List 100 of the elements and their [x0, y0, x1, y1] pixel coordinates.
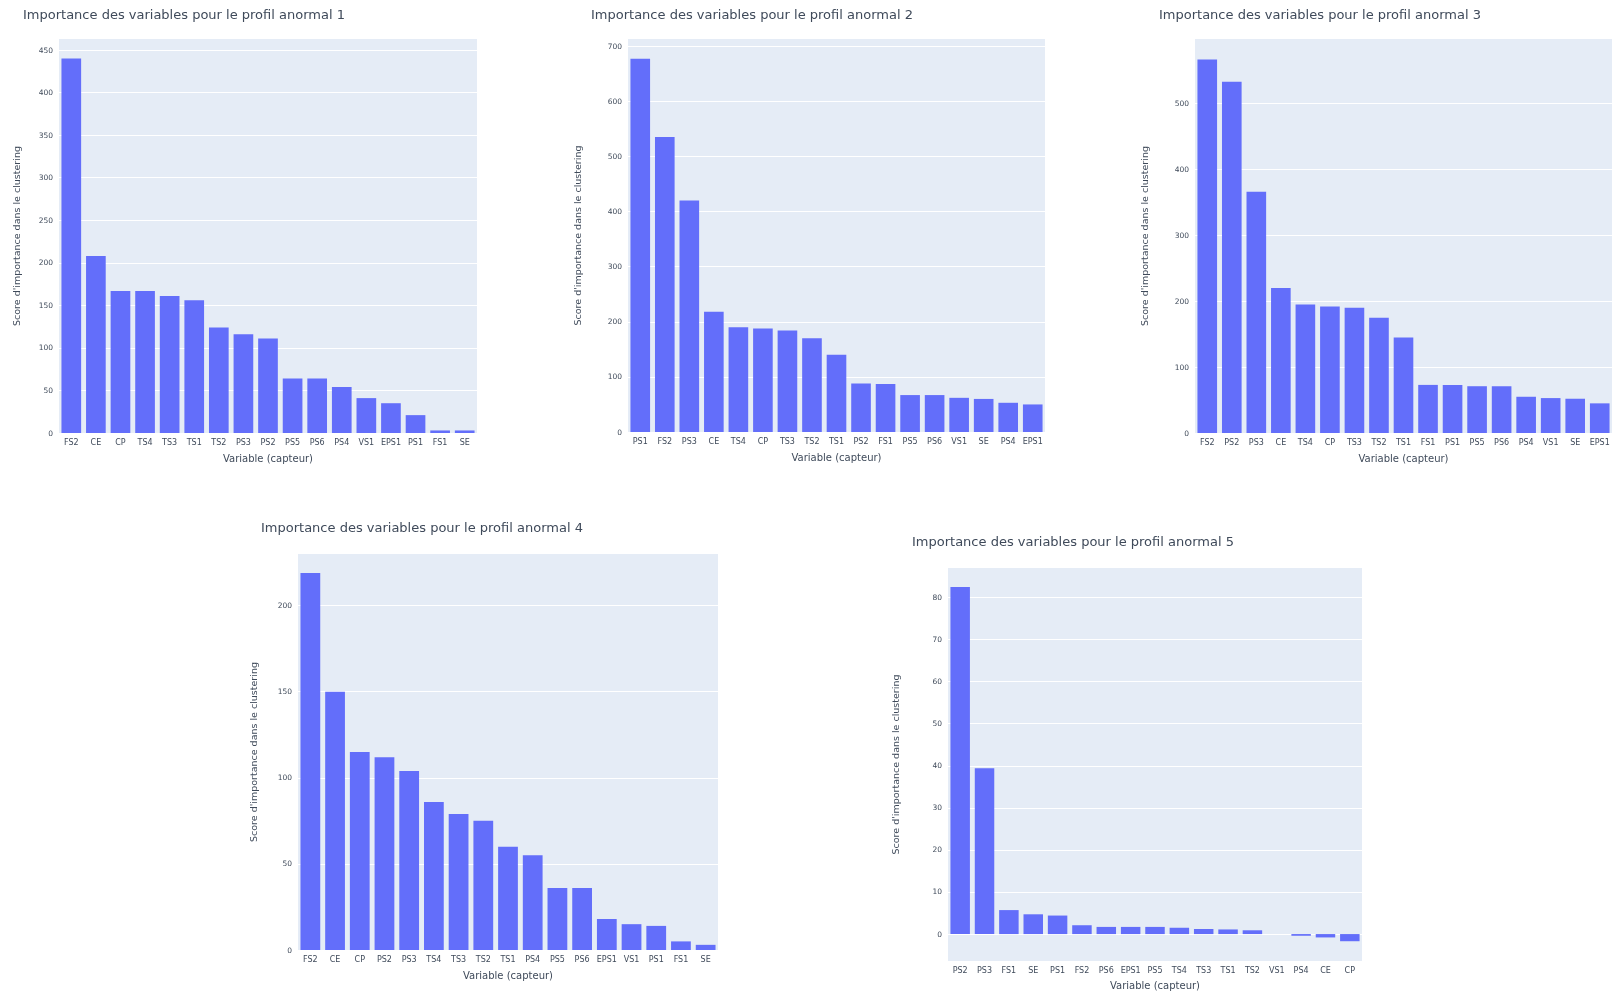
- x-tick-label: PS4: [334, 437, 350, 447]
- bar: [1340, 934, 1360, 942]
- x-tick-label: VS1: [623, 954, 640, 964]
- x-tick-label: TS2: [1370, 437, 1387, 447]
- bar: [999, 910, 1019, 935]
- x-tick-label: CP: [757, 436, 769, 446]
- bar: [802, 338, 822, 432]
- x-tick-label: TS2: [474, 954, 491, 964]
- x-tick-label: TS3: [778, 436, 795, 446]
- x-tick-label: PS3: [235, 437, 251, 447]
- x-tick-label: PS5: [1147, 965, 1163, 975]
- x-tick-label: SE: [978, 436, 989, 446]
- chart-title: Importance des variables pour le profil anormal 1: [23, 7, 345, 22]
- x-tick-label: TS4: [136, 437, 153, 447]
- x-axis-title: Variable (capteur): [1110, 979, 1201, 991]
- x-tick-label: EPS1: [1589, 437, 1610, 447]
- bar: [1589, 403, 1610, 433]
- x-tick-label: TS3: [450, 954, 467, 964]
- bar: [777, 330, 798, 432]
- bar: [973, 398, 994, 432]
- x-tick-label: CE: [1320, 965, 1331, 975]
- bar: [621, 924, 642, 950]
- x-tick-label: VS1: [1268, 965, 1285, 975]
- bar: [1246, 191, 1267, 433]
- x-tick-label: PS3: [1248, 437, 1264, 447]
- bar: [110, 290, 131, 433]
- x-tick-label: PS1: [632, 436, 648, 446]
- x-tick-label: TS1: [1219, 965, 1236, 975]
- chart-title: Importance des variables pour le profil anormal 3: [1159, 7, 1481, 22]
- x-axis-title: Variable (capteur): [791, 451, 882, 463]
- bar: [454, 430, 475, 433]
- x-tick-label: PS4: [1518, 437, 1534, 447]
- x-tick-label: PS3: [977, 965, 993, 975]
- x-tick-label: FS1: [432, 437, 448, 447]
- bar: [61, 58, 82, 433]
- x-tick-label: PS2: [952, 965, 968, 975]
- x-tick-label: PS3: [401, 954, 417, 964]
- x-tick-label: TS1: [827, 436, 845, 446]
- bar: [184, 300, 205, 433]
- chart-title: Importance des variables pour le profil anormal 5: [912, 534, 1234, 549]
- bar: [1320, 306, 1340, 433]
- bar: [1218, 929, 1238, 935]
- bar: [405, 415, 426, 433]
- bar: [826, 354, 847, 432]
- bar: [596, 919, 617, 950]
- x-tick-label: FS2: [303, 954, 318, 964]
- bar: [671, 941, 691, 950]
- x-tick-label: FS2: [63, 437, 79, 447]
- bar: [1467, 386, 1487, 433]
- chart-title: Importance des variables pour le profil anormal 2: [591, 7, 913, 22]
- bar: [1442, 384, 1463, 433]
- chart-title: Importance des variables pour le profil anormal 4: [261, 520, 583, 535]
- x-tick-label: EPS1: [1120, 965, 1141, 975]
- bar: [307, 378, 328, 433]
- bar: [998, 402, 1019, 432]
- x-tick-label: FS2: [657, 436, 673, 446]
- x-tick-label: TS3: [161, 437, 178, 447]
- x-tick-label: PS6: [309, 437, 325, 447]
- x-tick-label: PS2: [853, 436, 869, 446]
- x-tick-label: PS2: [1224, 437, 1240, 447]
- x-tick-label: PS6: [574, 954, 590, 964]
- y-axis-title: Score d'importance dans le clustering: [10, 146, 22, 326]
- bar: [695, 944, 716, 950]
- x-tick-label: TS4: [1296, 437, 1313, 447]
- x-tick-label: PS1: [648, 954, 664, 964]
- bar: [1540, 398, 1561, 433]
- x-tick-label: TS4: [729, 436, 746, 446]
- x-tick-label: PS2: [376, 954, 392, 964]
- bar: [974, 768, 995, 935]
- x-tick-label: TS4: [425, 954, 442, 964]
- bar: [900, 395, 920, 432]
- bar: [1197, 59, 1218, 433]
- bar: [1295, 304, 1316, 433]
- x-tick-label: SE: [700, 954, 711, 964]
- x-tick-label: PS6: [1494, 437, 1510, 447]
- bar: [1393, 337, 1414, 433]
- x-tick-label: FS1: [673, 954, 689, 964]
- bar: [498, 846, 518, 950]
- x-tick-label: VS1: [1542, 437, 1559, 447]
- bar: [233, 334, 254, 433]
- bar: [728, 327, 749, 432]
- bar: [630, 58, 651, 432]
- bar: [1096, 926, 1117, 935]
- x-tick-label: CP: [1324, 437, 1336, 447]
- x-tick-label: FS1: [1001, 965, 1017, 975]
- bar: [1344, 307, 1365, 433]
- x-tick-label: PS1: [408, 437, 424, 447]
- x-tick-label: TS2: [803, 436, 820, 446]
- x-tick-label: CP: [1344, 965, 1356, 975]
- bar: [430, 430, 450, 433]
- bar: [1418, 384, 1438, 433]
- x-tick-label: SE: [1570, 437, 1581, 447]
- bar: [646, 925, 667, 950]
- bar: [522, 855, 543, 950]
- bar: [374, 757, 395, 950]
- bar: [1193, 929, 1214, 935]
- x-tick-label: SE: [1028, 965, 1039, 975]
- x-tick-label: FS1: [1420, 437, 1436, 447]
- x-tick-label: TS2: [210, 437, 227, 447]
- bar: [1491, 386, 1512, 433]
